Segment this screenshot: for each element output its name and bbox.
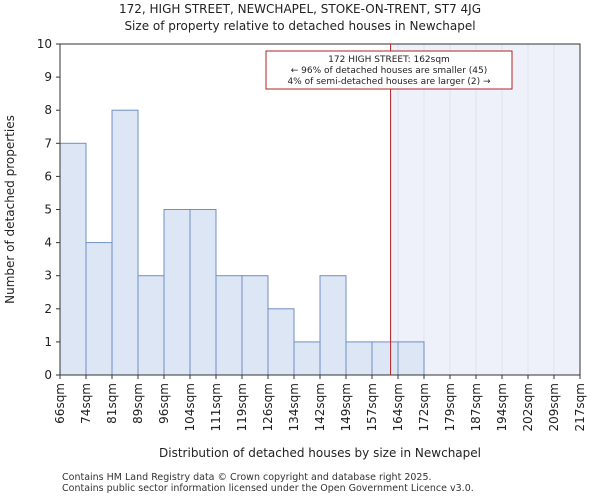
- bar-134sqm: [293, 341, 321, 376]
- x-tick-label: 66sqm: [53, 383, 67, 424]
- x-tick-label: 149sqm: [339, 383, 353, 431]
- bar-66sqm: [59, 142, 87, 376]
- y-tick-label: 9: [44, 70, 52, 84]
- y-tick-label: 7: [44, 136, 52, 150]
- y-tick-label: 5: [44, 203, 52, 217]
- x-tick-label: 111sqm: [209, 383, 223, 431]
- y-axis-label: Number of detached properties: [3, 115, 17, 304]
- x-tick-label: 194sqm: [495, 383, 509, 431]
- x-tick-label: 74sqm: [79, 383, 93, 424]
- annotation-line-1: 172 HIGH STREET: 162sqm: [328, 55, 450, 65]
- x-tick-label: 157sqm: [365, 383, 379, 431]
- y-tick-label: 0: [44, 368, 52, 382]
- x-tick-label: 179sqm: [443, 383, 457, 431]
- annotation-line-2: ← 96% of detached houses are smaller (45…: [291, 66, 488, 76]
- footer-line-1: Contains HM Land Registry data © Crown c…: [62, 472, 432, 483]
- x-tick-label: 119sqm: [235, 383, 249, 431]
- x-tick-label: 81sqm: [105, 383, 119, 424]
- chart-subtitle: Size of property relative to detached ho…: [124, 19, 476, 33]
- annotation-line-3: 4% of semi-detached houses are larger (2…: [287, 77, 491, 87]
- bar-157sqm: [371, 341, 399, 376]
- x-tick-label: 104sqm: [183, 383, 197, 431]
- y-tick-label: 8: [44, 103, 52, 117]
- x-tick-label: 142sqm: [313, 383, 327, 431]
- bar-119sqm: [241, 275, 269, 376]
- x-tick-label: 202sqm: [521, 383, 535, 431]
- y-tick-label: 3: [44, 269, 52, 283]
- bar-89sqm: [137, 275, 165, 376]
- x-tick-label: 96sqm: [157, 383, 171, 424]
- bar-149sqm: [345, 341, 373, 376]
- footer-line-2: Contains public sector information licen…: [62, 483, 474, 494]
- x-tick-label: 217sqm: [573, 383, 587, 431]
- y-tick-label: 1: [44, 335, 52, 349]
- bar-142sqm: [319, 275, 347, 376]
- larger-than-property-region: [390, 44, 580, 375]
- bar-81sqm: [111, 109, 139, 376]
- y-tick-label: 10: [37, 37, 52, 51]
- y-tick-label: 2: [44, 302, 52, 316]
- y-tick-label: 6: [44, 169, 52, 183]
- bar-74sqm: [85, 242, 113, 376]
- annotation-box: [265, 50, 513, 90]
- bar-111sqm: [215, 275, 243, 376]
- bar-104sqm: [189, 209, 217, 376]
- x-tick-label: 134sqm: [287, 383, 301, 431]
- chart-title: 172, HIGH STREET, NEWCHAPEL, STOKE-ON-TR…: [118, 2, 482, 16]
- y-tick-label: 4: [44, 236, 52, 250]
- x-tick-label: 89sqm: [131, 383, 145, 424]
- x-tick-label: 187sqm: [469, 383, 483, 431]
- x-axis-label: Distribution of detached houses by size …: [159, 446, 481, 460]
- bar-164sqm: [397, 341, 425, 376]
- x-tick-label: 172sqm: [417, 383, 431, 431]
- bar-126sqm: [267, 308, 295, 376]
- bar-96sqm: [163, 209, 191, 376]
- x-tick-label: 126sqm: [261, 383, 275, 431]
- x-tick-label: 164sqm: [391, 383, 405, 431]
- x-tick-label: 209sqm: [547, 383, 561, 431]
